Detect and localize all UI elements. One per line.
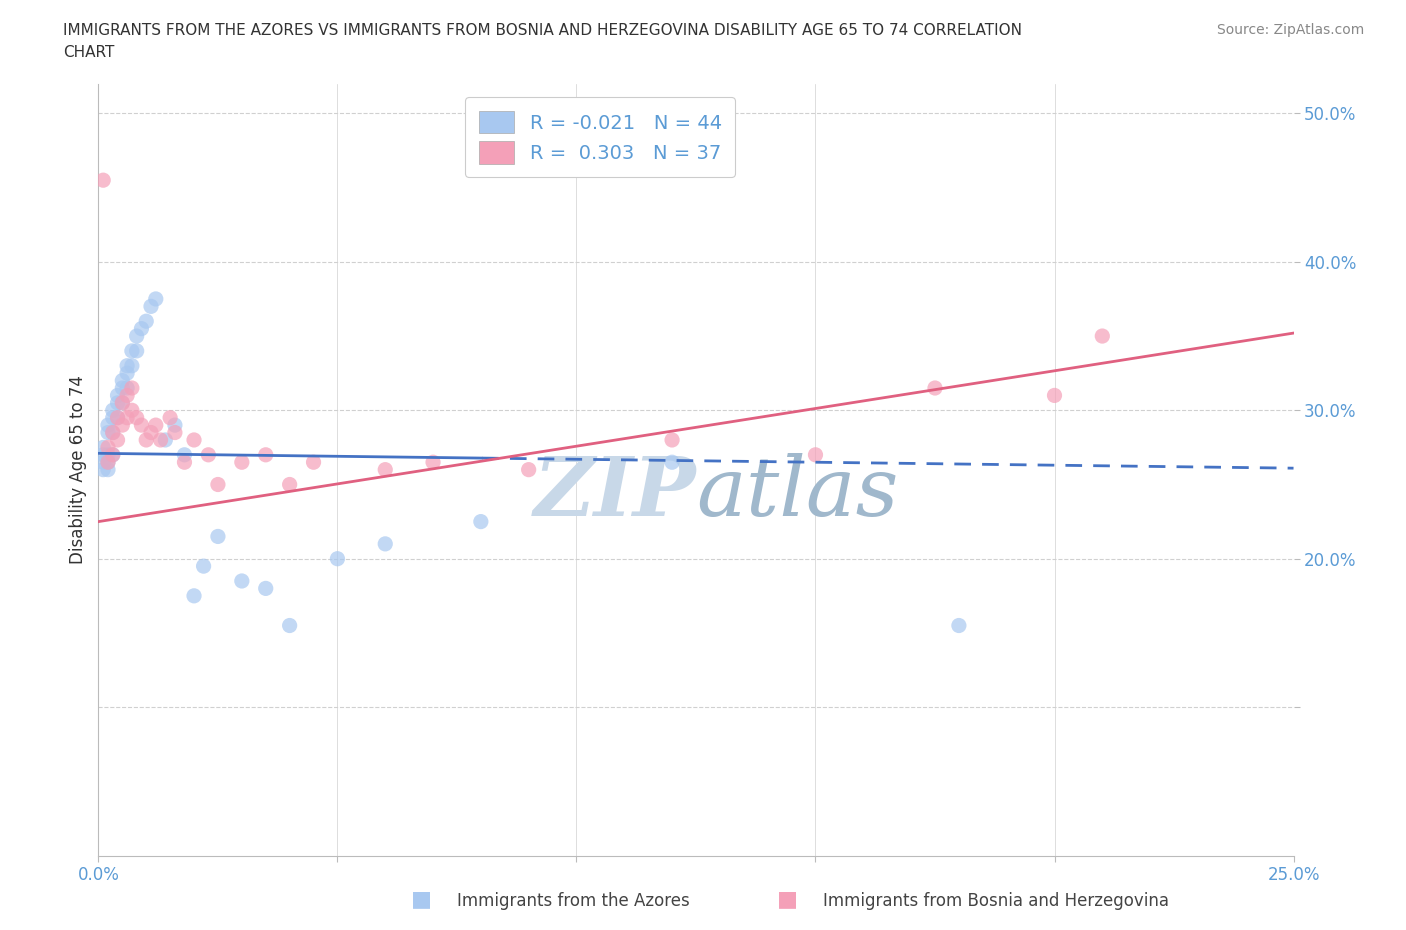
Point xyxy=(183,432,205,447)
Point xyxy=(107,410,129,425)
Point xyxy=(115,365,138,380)
Point xyxy=(804,447,827,462)
Point xyxy=(183,589,205,604)
Point xyxy=(101,447,124,462)
Point xyxy=(193,559,215,574)
Point xyxy=(101,410,124,425)
Point xyxy=(278,618,301,633)
Point xyxy=(374,462,396,477)
Point xyxy=(135,432,157,447)
Point xyxy=(97,447,120,462)
Point xyxy=(661,432,683,447)
Point xyxy=(163,425,186,440)
Text: Source: ZipAtlas.com: Source: ZipAtlas.com xyxy=(1216,23,1364,37)
Point xyxy=(101,403,124,418)
Text: Immigrants from Bosnia and Herzegovina: Immigrants from Bosnia and Herzegovina xyxy=(823,892,1168,910)
Point xyxy=(97,455,120,470)
Point xyxy=(948,618,970,633)
Point xyxy=(125,328,148,343)
Point xyxy=(121,403,143,418)
Point xyxy=(326,551,349,566)
Point xyxy=(302,455,325,470)
Point xyxy=(139,425,162,440)
Point xyxy=(254,447,277,462)
Point xyxy=(149,432,172,447)
Point xyxy=(91,462,114,477)
Point xyxy=(111,395,134,410)
Point xyxy=(91,455,114,470)
Point xyxy=(115,410,138,425)
Point xyxy=(131,321,153,336)
Y-axis label: Disability Age 65 to 74: Disability Age 65 to 74 xyxy=(69,375,87,565)
Point xyxy=(517,462,540,477)
Point xyxy=(207,477,229,492)
Point xyxy=(101,425,124,440)
Point xyxy=(121,343,143,358)
Point xyxy=(422,455,444,470)
Point xyxy=(91,173,114,188)
Point xyxy=(111,373,134,388)
Point xyxy=(97,462,120,477)
Point xyxy=(278,477,301,492)
Text: Immigrants from the Azores: Immigrants from the Azores xyxy=(457,892,690,910)
Point xyxy=(1091,328,1114,343)
Point xyxy=(207,529,229,544)
Point xyxy=(91,447,114,462)
Point xyxy=(121,358,143,373)
Point xyxy=(470,514,492,529)
Point xyxy=(197,447,219,462)
Point xyxy=(101,447,124,462)
Point xyxy=(145,291,167,306)
Point xyxy=(97,425,120,440)
Point xyxy=(135,313,157,328)
Point xyxy=(661,455,683,470)
Point xyxy=(101,425,124,440)
Text: atlas: atlas xyxy=(696,453,898,533)
Text: ■: ■ xyxy=(412,889,432,910)
Point xyxy=(155,432,177,447)
Point xyxy=(254,581,277,596)
Point xyxy=(374,537,396,551)
Text: CHART: CHART xyxy=(63,45,115,60)
Point xyxy=(125,410,148,425)
Point xyxy=(231,455,253,470)
Point xyxy=(173,455,195,470)
Point xyxy=(97,455,120,470)
Point xyxy=(111,418,134,432)
Point xyxy=(107,432,129,447)
Point xyxy=(97,418,120,432)
Point xyxy=(125,343,148,358)
Text: ■: ■ xyxy=(778,889,797,910)
Point xyxy=(924,380,946,395)
Point xyxy=(231,574,253,589)
Point xyxy=(107,410,129,425)
Text: ZIP: ZIP xyxy=(533,453,696,533)
Point xyxy=(159,410,181,425)
Point xyxy=(115,380,138,395)
Point xyxy=(97,440,120,455)
Point xyxy=(91,440,114,455)
Point xyxy=(115,388,138,403)
Point xyxy=(145,418,167,432)
Point xyxy=(107,388,129,403)
Point xyxy=(139,299,162,313)
Point xyxy=(121,380,143,395)
Point xyxy=(173,447,195,462)
Point xyxy=(111,380,134,395)
Legend: R = -0.021   N = 44, R =  0.303   N = 37: R = -0.021 N = 44, R = 0.303 N = 37 xyxy=(465,98,735,178)
Point xyxy=(107,395,129,410)
Point xyxy=(1043,388,1066,403)
Point xyxy=(115,358,138,373)
Point xyxy=(163,418,186,432)
Point xyxy=(131,418,153,432)
Point xyxy=(111,395,134,410)
Text: IMMIGRANTS FROM THE AZORES VS IMMIGRANTS FROM BOSNIA AND HERZEGOVINA DISABILITY : IMMIGRANTS FROM THE AZORES VS IMMIGRANTS… xyxy=(63,23,1022,38)
